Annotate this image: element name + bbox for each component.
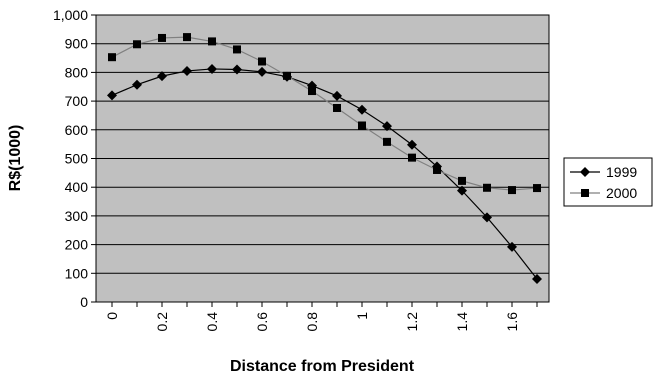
data-point-2000 [408,153,416,162]
y-tick-label: 600 [65,122,89,138]
y-tick-label: 100 [65,265,89,281]
data-point-1999 [382,121,392,132]
data-point-2000 [183,33,191,42]
y-tick-label: 900 [65,36,89,52]
data-point-2000 [133,40,141,49]
data-point-1999 [532,274,542,285]
data-point-2000 [208,37,216,46]
data-point-1999 [107,90,117,101]
series-line-2000 [111,36,538,191]
data-point-2000 [458,176,466,185]
y-tick-label: 300 [65,208,89,224]
data-point-1999 [482,212,492,223]
data-point-2000 [308,87,316,96]
legend: 1999 2000 [563,157,653,207]
y-tick-label: 200 [65,237,89,253]
data-point-2000 [258,57,266,66]
data-point-2000 [283,71,291,80]
legend-label-1999: 1999 [606,164,637,180]
x-tick-label: 0.6 [254,312,270,332]
data-point-2000 [333,103,341,112]
data-point-2000 [433,165,441,174]
legend-marker-1999 [580,167,590,177]
legend-marker-2000 [581,189,589,197]
x-tick-label: 1.4 [454,312,470,332]
data-point-1999 [157,71,167,82]
y-axis-title: R$(1000) [7,125,24,192]
legend-box [563,157,653,207]
data-point-1999 [207,63,217,74]
y-tick-label: 1,000 [53,7,88,23]
data-point-2000 [508,186,516,195]
data-point-2000 [233,45,241,54]
y-tick-label: 400 [65,179,89,195]
y-tick-label: 500 [65,151,89,167]
y-tick-label: 800 [65,64,89,80]
data-point-1999 [332,90,342,101]
x-tick-label: 0.2 [154,312,170,332]
data-point-1999 [357,104,367,115]
x-tick-label: 1.2 [404,312,420,332]
x-tick-label: 0 [104,312,120,320]
data-point-1999 [457,185,467,196]
data-point-2000 [108,53,116,62]
x-tick-label: 1.6 [504,312,520,332]
data-point-1999 [132,79,142,90]
data-point-1999 [232,64,242,75]
data-point-2000 [158,33,166,42]
data-point-1999 [407,139,417,150]
series-line-1999 [111,68,538,280]
x-axis-title: Distance from President [230,358,415,375]
data-point-2000 [383,137,391,146]
x-tick-label: 1 [354,312,370,320]
legend-label-2000: 2000 [606,185,637,201]
x-tick-label: 0.4 [204,312,220,332]
x-tick-label: 0.8 [304,312,320,332]
data-point-2000 [358,121,366,130]
data-point-1999 [182,65,192,76]
data-point-2000 [533,184,541,193]
y-tick-label: 0 [80,294,88,310]
data-point-2000 [483,183,491,192]
y-tick-label: 700 [65,93,89,109]
data-point-1999 [507,241,517,252]
data-point-1999 [257,66,267,77]
